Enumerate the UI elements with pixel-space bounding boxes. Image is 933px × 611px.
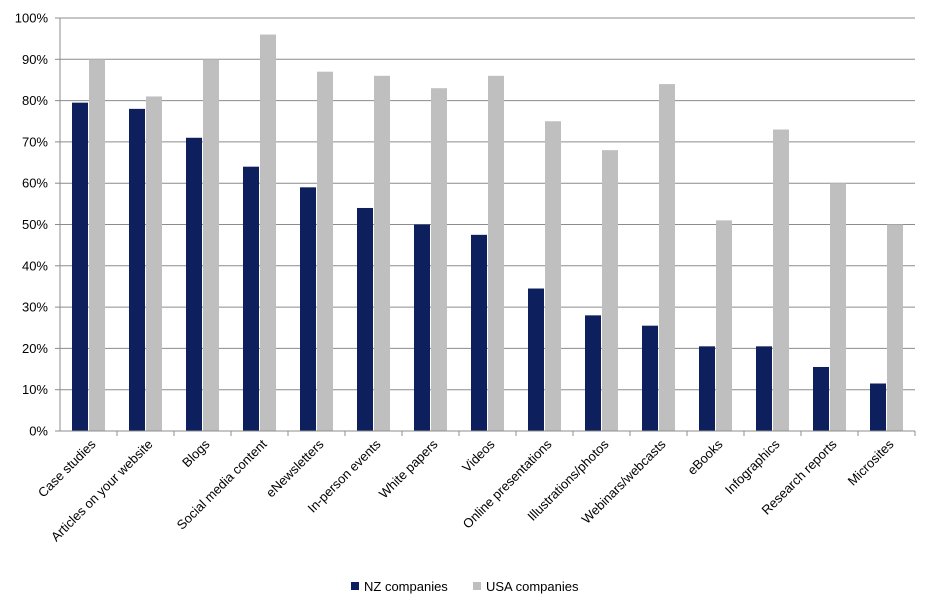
category-label: Blogs bbox=[179, 436, 213, 470]
category-label: eBooks bbox=[684, 436, 726, 478]
bar-usa bbox=[260, 34, 276, 432]
legend: NZ companies USA companies bbox=[351, 579, 579, 594]
y-tick-label: 50% bbox=[22, 217, 48, 232]
bar-nz bbox=[756, 346, 772, 431]
bar-nz bbox=[471, 234, 487, 431]
category-label: Videos bbox=[459, 436, 498, 475]
bar-nz bbox=[870, 383, 886, 431]
bar-usa bbox=[488, 75, 504, 431]
bar-usa bbox=[716, 220, 732, 431]
bars bbox=[72, 34, 903, 432]
bar-usa bbox=[659, 84, 675, 431]
gridlines bbox=[55, 17, 915, 432]
category-label: Infographics bbox=[722, 436, 783, 497]
y-tick-label: 40% bbox=[22, 258, 48, 273]
y-tick-label: 60% bbox=[22, 176, 48, 191]
y-axis-tick-labels: 0% 10% 20% 30% 40% 50% 60% 70% 80% 90% 100% bbox=[15, 11, 49, 439]
bar-nz bbox=[129, 108, 145, 432]
category-label: Case studies bbox=[35, 436, 99, 500]
category-label: eNewsletters bbox=[263, 436, 327, 500]
category-label: White papers bbox=[376, 436, 441, 501]
legend-swatch-usa bbox=[473, 582, 481, 590]
bar-nz bbox=[813, 366, 829, 431]
bar-nz bbox=[414, 224, 430, 431]
bar-nz bbox=[528, 288, 544, 431]
bar-nz bbox=[243, 166, 259, 431]
bar-usa bbox=[89, 59, 105, 432]
bar-usa bbox=[431, 88, 447, 432]
bar-nz bbox=[642, 325, 658, 431]
bar-usa bbox=[203, 59, 219, 432]
bar-usa bbox=[887, 224, 903, 431]
bar-nz bbox=[186, 137, 202, 431]
bar-usa bbox=[830, 183, 846, 431]
bar-nz bbox=[699, 346, 715, 431]
category-label: Microsites bbox=[845, 436, 897, 488]
legend-label-usa: USA companies bbox=[486, 579, 579, 594]
bar-nz bbox=[300, 187, 316, 431]
bar-usa bbox=[146, 96, 162, 431]
bar-usa bbox=[773, 129, 789, 431]
bar-nz bbox=[585, 315, 601, 431]
y-tick-label: 90% bbox=[22, 52, 48, 67]
y-tick-label: 100% bbox=[15, 11, 49, 26]
bar-usa bbox=[317, 71, 333, 431]
bar-nz bbox=[357, 207, 373, 431]
legend-label-nz: NZ companies bbox=[364, 579, 448, 594]
bar-nz bbox=[72, 102, 88, 431]
axes bbox=[59, 18, 916, 436]
y-tick-label: 0% bbox=[29, 424, 48, 439]
y-tick-label: 20% bbox=[22, 341, 48, 356]
bar-usa bbox=[374, 75, 390, 431]
y-tick-label: 80% bbox=[22, 93, 48, 108]
y-tick-label: 10% bbox=[22, 382, 48, 397]
bar-usa bbox=[545, 121, 561, 431]
legend-swatch-nz bbox=[351, 582, 359, 590]
y-tick-label: 70% bbox=[22, 134, 48, 149]
category-label: Articles on your website bbox=[48, 437, 156, 545]
y-tick-label: 30% bbox=[22, 300, 48, 315]
bar-usa bbox=[602, 150, 618, 431]
